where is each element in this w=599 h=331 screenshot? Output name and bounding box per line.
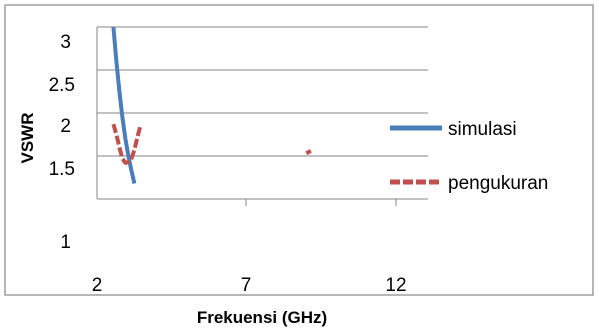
y-tick-labels: 3 2.5 2 1.5 1 — [49, 32, 75, 253]
x-axis-title: Frekuensi (GHz) — [197, 308, 327, 327]
series-layer — [111, 26, 312, 184]
y-tick-label: 1 — [60, 232, 71, 253]
chart-frame — [4, 4, 594, 296]
x-tick-label: 2 — [92, 275, 103, 296]
legend-label-pengukuran: pengukuran — [448, 173, 548, 194]
legend-label-simulasi: simulasi — [448, 119, 517, 140]
y-tick-label: 2.5 — [49, 75, 75, 96]
y-axis-title: VSWR — [18, 113, 37, 164]
gridlines — [97, 26, 428, 157]
series-line-pengukuran-1 — [305, 149, 312, 156]
x-tick-label: 12 — [385, 275, 406, 296]
series-line-pengukuran-0 — [111, 123, 143, 165]
x-tick-label: 7 — [241, 275, 252, 296]
y-tick-label: 1.5 — [49, 159, 75, 180]
series-line-simulasi-0 — [111, 26, 137, 184]
legend: simulasi pengukuran — [390, 119, 548, 194]
y-tick-label: 3 — [60, 32, 71, 53]
x-tick-labels: 2 7 12 — [92, 275, 407, 296]
y-tick-label: 2 — [60, 116, 71, 137]
